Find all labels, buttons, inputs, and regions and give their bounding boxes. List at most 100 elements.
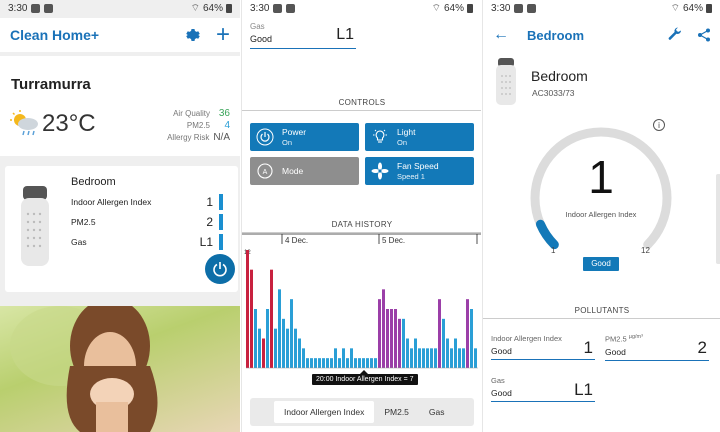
back-arrow-icon[interactable]: ← [493,26,509,43]
add-icon[interactable]: + [215,21,230,48]
chart-bar [302,348,305,368]
gas-value: L1 [336,26,354,43]
chart-bar [430,348,433,368]
chart-bar [442,318,445,368]
battery-level: 64% [443,2,464,14]
battery-level: 64% [682,2,703,14]
gas-status: Good [250,34,273,44]
chart-bar [262,338,265,368]
city-name: Turramurra [11,76,91,93]
device-detail-screen: 3:30 ⌔ 64% ← Bedroom Bedroom AC3033/73 i … [482,0,720,432]
chart-bar [274,328,277,368]
notification-icon [527,3,537,13]
allergy-risk-row: Allergy Risk N/A [167,132,230,143]
status-badge: Good [583,257,619,271]
air-purifier-image [21,186,49,266]
chart-bar [322,358,325,368]
chart-bar [270,269,273,368]
wifi-icon: ⌔ [431,2,441,14]
app-title: Clean Home+ [10,27,100,43]
status-time: 3:30 [8,2,28,14]
battery-icon [226,3,232,13]
chart-bar [394,309,397,368]
app-header: Clean Home+ + [0,18,240,52]
notification-icon [286,3,296,13]
chart-bar [454,338,457,368]
allergen-gauge [530,127,672,250]
allergy-banner-image[interactable] [0,306,240,432]
chart-bar [418,348,421,368]
wifi-icon: ⌔ [190,2,200,14]
chart-bar [350,348,353,368]
controls-section-title: CONTROLS [242,98,481,111]
chart-bar [290,299,293,368]
chart-bar [362,358,365,368]
fan-icon [371,162,389,180]
chart-bar [466,299,469,368]
gauge-label: Indoor Allergen Index [565,210,637,219]
power-button[interactable] [205,254,235,284]
chart-bar [254,309,257,368]
air-purifier-image [496,58,516,105]
tab-indoor-allergen-index[interactable]: Indoor Allergen Index [274,401,375,423]
wifi-icon: ⌔ [670,2,680,14]
pollutant-pm25: PM2.5 µg/m³ Good 2 [605,334,709,361]
tab-pm25[interactable]: PM2.5 [384,407,409,417]
chart-bar [310,358,313,368]
battery-level: 64% [202,2,223,14]
data-history-chart[interactable]: 4 Dec.5 Dec.12 [242,230,481,370]
chart-bar [342,348,345,368]
gauge-track [530,127,672,250]
info-icon[interactable]: i [653,119,665,131]
chart-bar [258,328,261,368]
chart-bar [414,338,417,368]
gauge-max: 12 [641,246,650,255]
device-card[interactable]: Bedroom Indoor Allergen Index 1 PM2.5 2 Ga… [5,166,238,292]
chart-bar [306,358,309,368]
chart-bar [246,250,249,368]
chart-bar [390,309,393,368]
chart-bar [434,348,437,368]
chart-bar [330,358,333,368]
pm25-row: PM2.5 4 [186,120,230,131]
chart-bar [474,348,477,368]
chart-bar [462,348,465,368]
level-indicator [219,194,223,210]
wrench-icon[interactable] [667,27,683,43]
gauge-fill [535,219,559,250]
chart-bar [282,318,285,368]
chart-bar [266,309,269,368]
svg-text:A: A [263,169,268,176]
data-history-title: DATA HISTORY [242,220,481,233]
light-control-button[interactable]: Light On [365,123,474,151]
device-reading-row: Indoor Allergen Index 1 [71,194,223,210]
status-time: 3:30 [250,2,270,14]
chart-bar [354,358,357,368]
device-reading-row: Gas L1 [71,234,223,250]
auto-mode-icon: A [257,163,273,179]
chart-bar [298,338,301,368]
pollutant-allergen-index: Indoor Allergen Index Good 1 [491,334,595,360]
chart-bar [446,338,449,368]
status-bar: 3:30 ⌔ 64% [0,0,240,16]
share-icon[interactable] [697,28,711,42]
detail-header: ← Bedroom [483,18,720,52]
metric-tab-bar: Indoor Allergen Index PM2.5 Gas [250,398,474,426]
chart-bar [422,348,425,368]
notification-icon [514,3,524,13]
mode-control-button[interactable]: A Mode [250,157,359,185]
chart-bar [334,348,337,368]
chart-bar [250,269,253,368]
gear-icon[interactable] [184,26,202,44]
power-icon [213,262,227,277]
air-quality-row: Air Quality 36 [173,108,230,119]
chart-bar [458,348,461,368]
chart-bar [314,358,317,368]
chart-bar [326,358,329,368]
chart-bar [410,348,413,368]
detail-title: Bedroom [527,27,585,43]
fan-speed-control-button[interactable]: Fan Speed Speed 1 [365,157,474,185]
power-control-button[interactable]: Power On [250,123,359,151]
tab-gas[interactable]: Gas [428,407,445,417]
chart-bar [370,358,373,368]
